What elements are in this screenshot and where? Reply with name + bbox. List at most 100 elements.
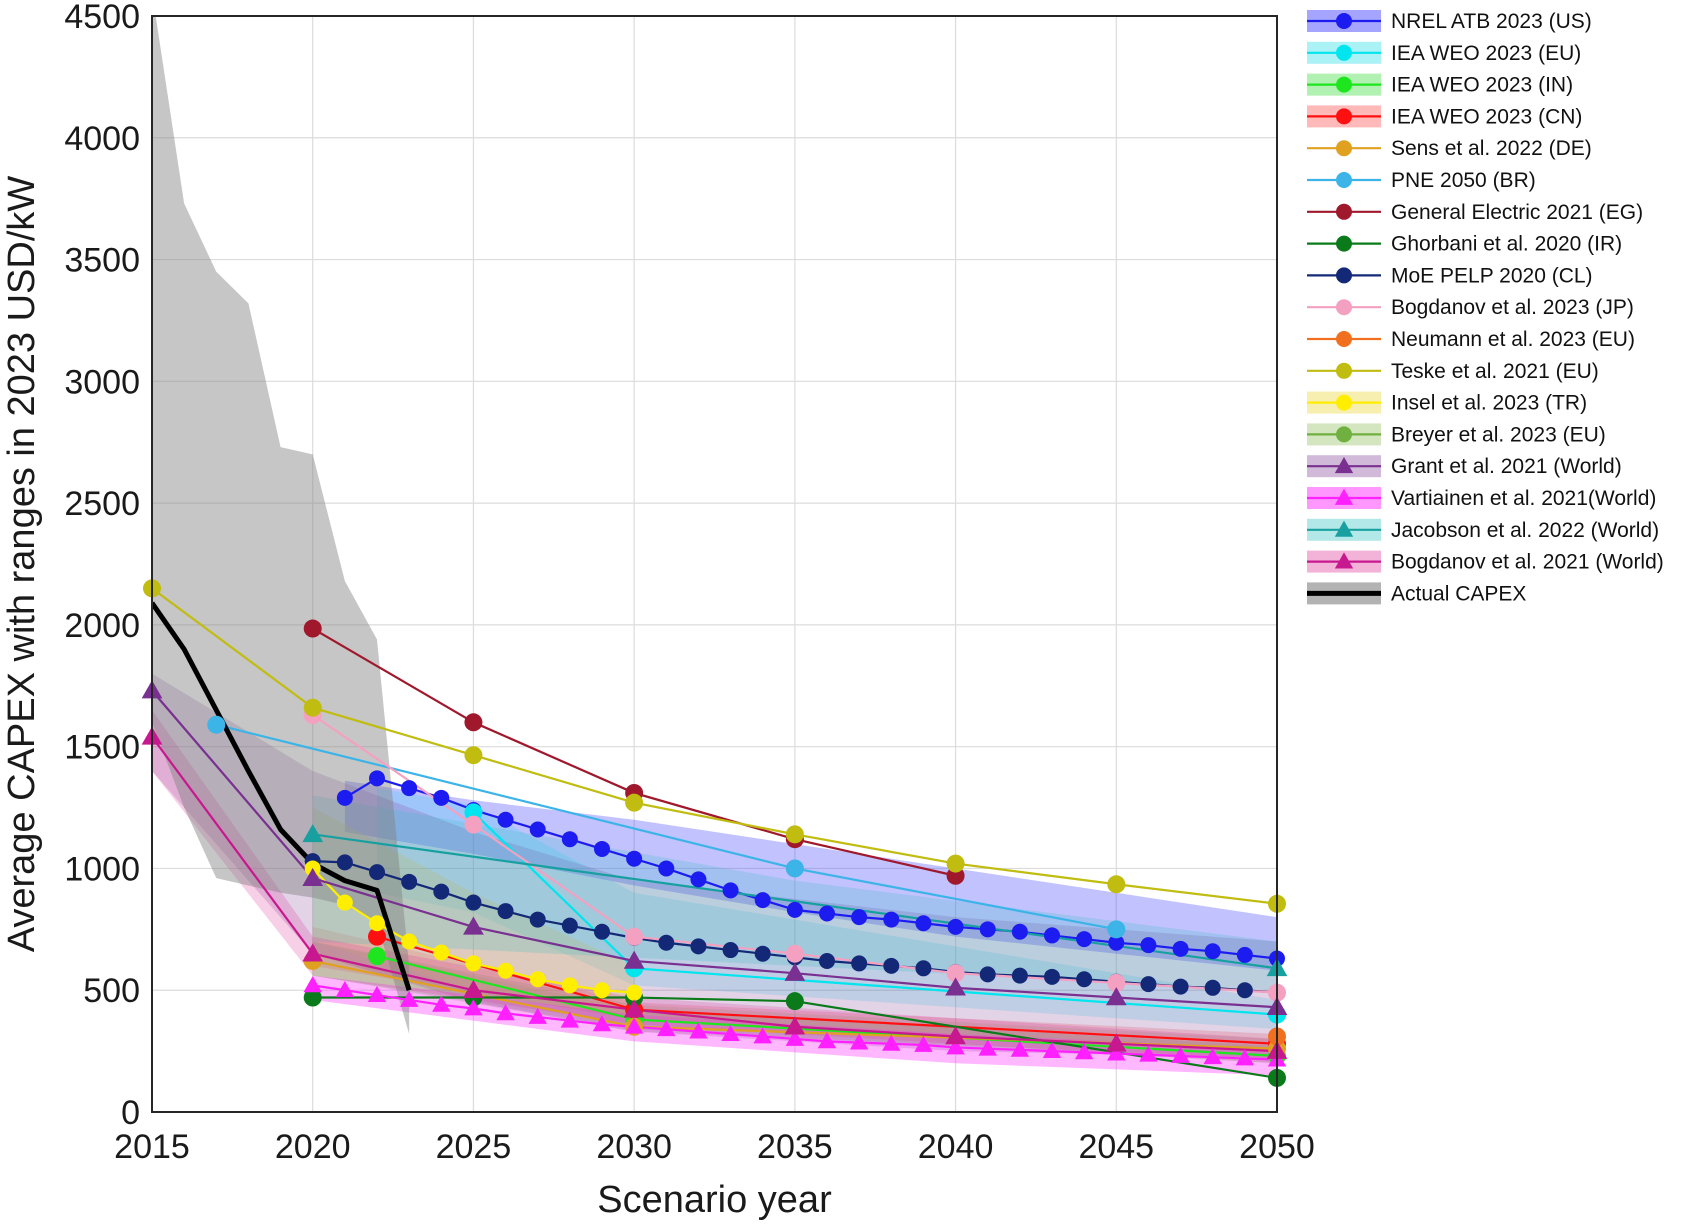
- point-teske-et-al-2021-eu-2030: [625, 793, 644, 812]
- legend-label: IEA WEO 2023 (CN): [1391, 105, 1582, 128]
- legend-label: Grant et al. 2021 (World): [1391, 455, 1622, 478]
- band-breyer-et-al-2023-eu: [312, 941, 1277, 1059]
- point-bogdanov-et-al-2023-jp-2025: [464, 815, 483, 834]
- legend-item-insel-et-al-2023-tr: Insel et al. 2023 (TR): [1307, 391, 1587, 415]
- point-vartiainen-et-al-2021-world-2027: [528, 1007, 547, 1024]
- point-moe-pelp-2020-cl-2044: [1076, 971, 1093, 988]
- y-tick-3000: 3000: [64, 363, 140, 401]
- point-teske-et-al-2021-eu-2020: [303, 698, 322, 717]
- legend-swatch-marker: [1336, 172, 1352, 188]
- point-insel-et-al-2023-tr-2021: [336, 894, 353, 911]
- point-teske-et-al-2021-eu-2040: [946, 854, 965, 873]
- point-nrel-atb-2023-us-2032: [690, 871, 707, 888]
- point-vartiainen-et-al-2021-world-2023: [399, 990, 419, 1007]
- point-moe-pelp-2020-cl-2021: [336, 854, 353, 871]
- y-tick-3500: 3500: [64, 242, 140, 280]
- legend-swatch-marker: [1336, 140, 1352, 157]
- point-nrel-atb-2023-us-2023: [401, 780, 418, 797]
- legend-label: General Electric 2021 (EG): [1391, 201, 1643, 224]
- point-moe-pelp-2020-cl-2046: [1140, 976, 1157, 993]
- y-tick-0: 0: [121, 1094, 140, 1132]
- point-insel-et-al-2023-tr-2023: [401, 933, 418, 950]
- y-tick-500: 500: [83, 972, 140, 1010]
- x-tick-2040: 2040: [918, 1128, 994, 1166]
- point-nrel-atb-2023-us-2033: [722, 882, 739, 899]
- point-nrel-atb-2023-us-2042: [1011, 923, 1028, 940]
- legend-label: PNE 2050 (BR): [1391, 169, 1536, 192]
- series-markers: [141, 579, 1288, 1087]
- legend-label: Sens et al. 2022 (DE): [1391, 137, 1592, 160]
- legend-item-moe-pelp-2020-cl: MoE PELP 2020 (CL): [1307, 264, 1593, 287]
- point-vartiainen-et-al-2021-world-2038: [882, 1034, 901, 1051]
- point-general-electric-2021-eg-2025: [464, 713, 483, 732]
- point-moe-pelp-2020-cl-2031: [658, 934, 675, 951]
- x-tick-2025: 2025: [436, 1128, 512, 1166]
- point-teske-et-al-2021-eu-2025: [464, 746, 483, 765]
- point-vartiainen-et-al-2021-world-2040: [946, 1038, 965, 1055]
- point-moe-pelp-2020-cl-2032: [690, 938, 707, 955]
- point-bogdanov-et-al-2021-world-2035: [784, 1016, 806, 1035]
- legend-item-grant-et-al-2021-world: Grant et al. 2021 (World): [1307, 455, 1622, 478]
- legend-item-general-electric-2021-eg: General Electric 2021 (EG): [1307, 201, 1643, 224]
- x-tick-2020: 2020: [275, 1128, 351, 1166]
- legend-label: Bogdanov et al. 2023 (JP): [1391, 296, 1634, 319]
- point-vartiainen-et-al-2021-world-2021: [335, 981, 355, 998]
- point-bogdanov-et-al-2023-jp-2040: [946, 964, 965, 983]
- legend-swatch-marker: [1336, 299, 1352, 316]
- band-grant-et-al-2021-world: [152, 673, 1277, 1059]
- point-moe-pelp-2020-cl-2038: [883, 957, 900, 974]
- y-tick-labels: 0 500 1000 1500 2000 2500 3000 3500 4000 4500: [64, 0, 140, 1132]
- legend-swatch-marker: [1336, 267, 1352, 284]
- point-moe-pelp-2020-cl-2041: [979, 966, 996, 983]
- point-moe-pelp-2020-cl-2043: [1044, 968, 1060, 985]
- legend-item-nrel-atb-2023-us: NREL ATB 2023 (US): [1307, 10, 1592, 33]
- point-nrel-atb-2023-us-2037: [851, 909, 868, 926]
- point-vartiainen-et-al-2021-world-2028: [560, 1011, 580, 1028]
- point-vartiainen-et-al-2021-world-2043: [1042, 1041, 1062, 1059]
- point-nrel-atb-2023-us-2047: [1172, 940, 1189, 957]
- legend-item-iea-weo-2023-in: IEA WEO 2023 (IN): [1307, 73, 1573, 97]
- x-tick-2050: 2050: [1239, 1128, 1315, 1166]
- point-vartiainen-et-al-2021-world-2033: [721, 1024, 740, 1041]
- legend-swatch-marker: [1336, 426, 1352, 443]
- point-vartiainen-et-al-2021-world-2039: [914, 1035, 933, 1052]
- point-bogdanov-et-al-2021-world-2030: [623, 999, 645, 1018]
- legend-swatch-marker: [1336, 203, 1352, 220]
- point-vartiainen-et-al-2021-world-2032: [689, 1022, 708, 1039]
- point-ghorbani-et-al-2020-ir-2020: [303, 988, 322, 1007]
- legend-item-bogdanov-et-al-2021-world: Bogdanov et al. 2021 (World): [1307, 550, 1664, 574]
- y-tick-2000: 2000: [64, 607, 140, 645]
- x-tick-2030: 2030: [596, 1128, 672, 1166]
- point-nrel-atb-2023-us-2039: [915, 915, 932, 932]
- legend-item-actual-capex: Actual CAPEX: [1307, 582, 1526, 605]
- legend-item-ghorbani-et-al-2020-ir: Ghorbani et al. 2020 (IR): [1307, 233, 1622, 256]
- point-nrel-atb-2023-us-2024: [433, 789, 450, 806]
- point-nrel-atb-2023-us-2049: [1236, 946, 1253, 963]
- y-tick-1000: 1000: [64, 850, 140, 888]
- point-nrel-atb-2023-us-2048: [1204, 943, 1221, 960]
- point-vartiainen-et-al-2021-world-2046: [1139, 1045, 1158, 1062]
- point-moe-pelp-2020-cl-2029: [594, 923, 610, 940]
- legend-label: Breyer et al. 2023 (EU): [1391, 423, 1606, 446]
- point-insel-et-al-2023-tr-2024: [433, 944, 450, 961]
- point-nrel-atb-2023-us-2046: [1140, 937, 1157, 954]
- point-moe-pelp-2020-cl-2034: [754, 945, 771, 962]
- point-vartiainen-et-al-2021-world-2029: [592, 1015, 612, 1032]
- point-bogdanov-et-al-2021-world-2020: [302, 943, 324, 962]
- legend-label: Neumann et al. 2023 (EU): [1391, 328, 1635, 351]
- line-teske-et-al-2021-eu: [152, 587, 1277, 905]
- point-moe-pelp-2020-cl-2039: [915, 960, 932, 977]
- point-bogdanov-et-al-2021-world-2025: [463, 979, 484, 998]
- legend-item-pne-2050-br: PNE 2050 (BR): [1307, 169, 1536, 192]
- point-moe-pelp-2020-cl-2023: [401, 873, 418, 890]
- point-moe-pelp-2020-cl-2022: [369, 864, 385, 881]
- point-jacobson-et-al-2022-world-2020: [302, 823, 324, 843]
- point-insel-et-al-2023-tr-2026: [497, 962, 514, 979]
- point-teske-et-al-2021-eu-2035: [785, 825, 804, 844]
- x-tick-2015: 2015: [114, 1128, 190, 1166]
- plot-frame: [151, 15, 1278, 1113]
- legend: NREL ATB 2023 (US) IEA WEO 2023 (EU) IEA W…: [1307, 10, 1664, 605]
- point-moe-pelp-2020-cl-2049: [1236, 982, 1253, 999]
- point-moe-pelp-2020-cl-2024: [433, 883, 450, 900]
